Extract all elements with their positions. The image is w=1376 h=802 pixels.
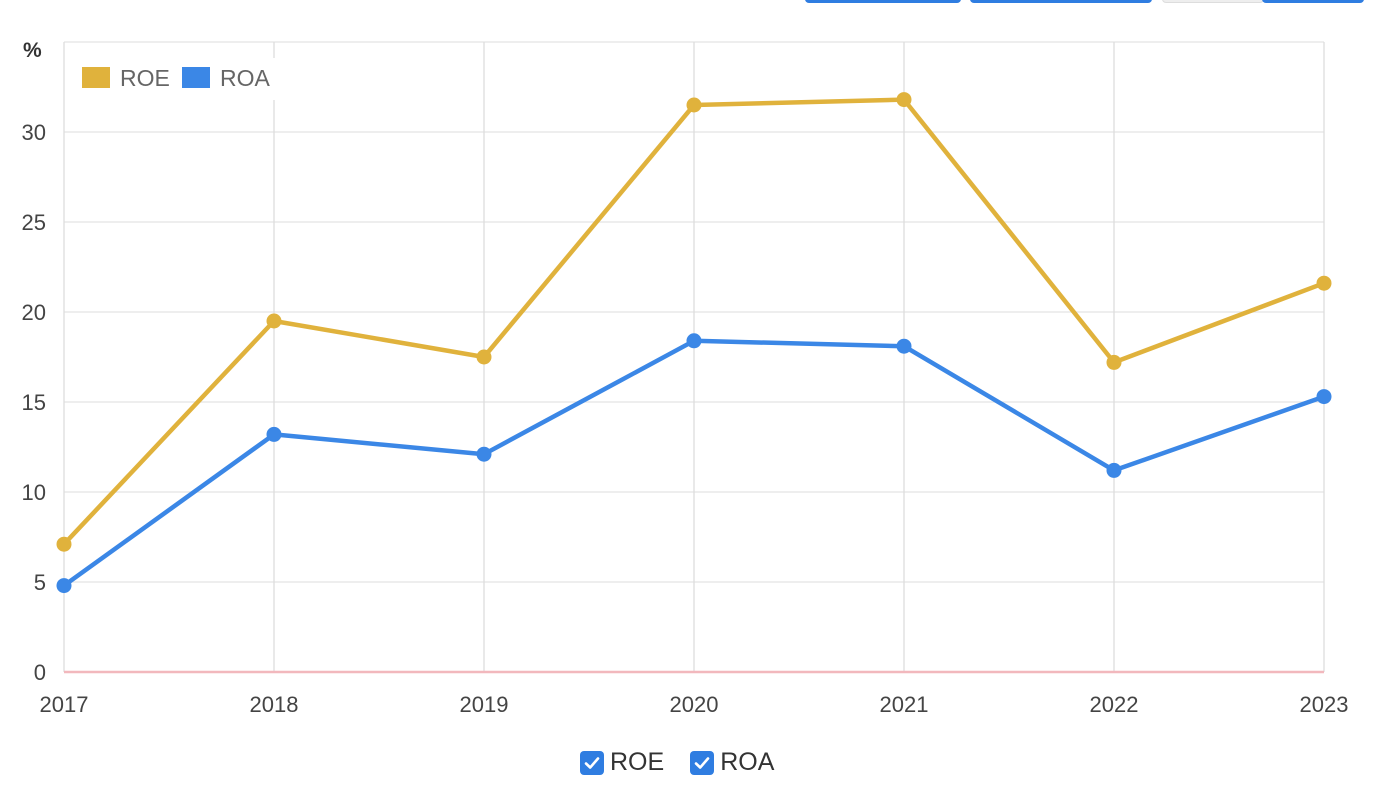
roe-data-point xyxy=(266,313,282,329)
roe-toggle-label: ROE xyxy=(610,748,665,776)
roa-data-point xyxy=(476,446,492,462)
line-chart: 0 5 10 15 20 25 30 2017 2018 2019 2020 2021 2022 202… xyxy=(22,39,1349,717)
y-tick-label: 0 xyxy=(34,660,46,685)
y-tick-label: 15 xyxy=(22,390,46,415)
roe-data-point xyxy=(56,536,72,552)
toolbar-button-1[interactable] xyxy=(805,0,961,3)
roe-data-point xyxy=(896,92,912,108)
roa-legend-swatch xyxy=(182,67,210,88)
roa-data-point xyxy=(686,333,702,349)
roa-data-point xyxy=(266,426,282,442)
chart-grid xyxy=(63,41,1325,674)
series-toggle-group: ROE ROA xyxy=(580,748,800,777)
roe-legend-swatch xyxy=(82,67,110,88)
roa-data-point xyxy=(896,338,912,354)
x-axis-ticks: 2017 2018 2019 2020 2021 2022 2023 xyxy=(40,692,1349,717)
y-axis-unit: % xyxy=(23,39,42,62)
chart-series xyxy=(56,92,1332,594)
x-tick-label: 2018 xyxy=(250,692,299,717)
y-tick-label: 30 xyxy=(22,120,46,145)
roa-toggle-label: ROA xyxy=(720,748,775,776)
x-tick-label: 2021 xyxy=(880,692,929,717)
x-tick-label: 2017 xyxy=(40,692,89,717)
roe-data-point xyxy=(476,349,492,365)
x-tick-label: 2020 xyxy=(670,692,719,717)
x-tick-label: 2019 xyxy=(460,692,509,717)
roe-legend-label: ROE xyxy=(120,65,170,91)
x-tick-label: 2023 xyxy=(1300,692,1349,717)
roa-toggle[interactable]: ROA xyxy=(690,748,774,777)
roe-toggle[interactable]: ROE xyxy=(580,748,664,777)
y-axis-ticks: 0 5 10 15 20 25 30 xyxy=(22,120,46,685)
y-tick-label: 25 xyxy=(22,210,46,235)
roa-legend-label: ROA xyxy=(220,65,271,91)
roa-data-point xyxy=(56,578,72,594)
roa-data-point xyxy=(1316,389,1332,405)
roe-data-point xyxy=(686,97,702,113)
y-tick-label: 5 xyxy=(34,570,46,595)
toolbar-button-4[interactable] xyxy=(1262,0,1364,3)
chart-legend: ROE ROA xyxy=(76,58,276,100)
toolbar-button-2[interactable] xyxy=(970,0,1152,3)
roe-checkbox[interactable] xyxy=(580,750,604,775)
x-tick-label: 2022 xyxy=(1090,692,1139,717)
roe-data-point xyxy=(1106,354,1122,370)
roe-data-point xyxy=(1316,275,1332,291)
roa-data-point xyxy=(1106,462,1122,478)
roa-checkbox[interactable] xyxy=(690,750,715,775)
y-tick-label: 20 xyxy=(22,300,46,325)
y-tick-label: 10 xyxy=(22,480,46,505)
